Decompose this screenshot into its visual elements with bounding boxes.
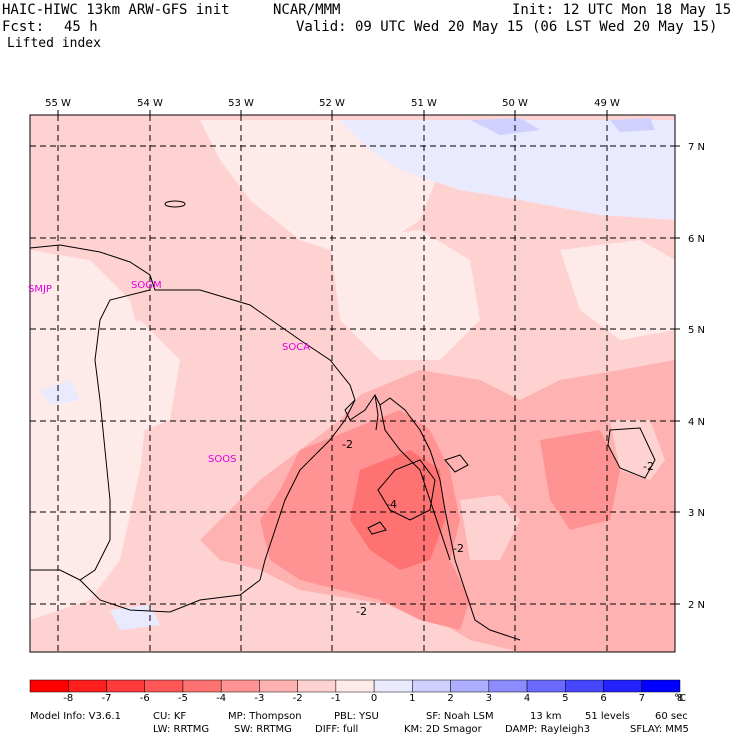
lat-label: 4 N — [688, 417, 705, 428]
lat-label: 3 N — [688, 508, 705, 519]
lon-label: 52 W — [319, 98, 345, 109]
valid-time: Valid: 09 UTC Wed 20 May 15 (06 LST Wed … — [296, 19, 718, 35]
colorbar-tick-label: -8 — [63, 693, 74, 704]
footer-surface: SF: Noah LSM — [426, 711, 494, 722]
longitude-labels: 55 W 54 W 53 W 52 W 51 W 50 W 49 W — [45, 98, 620, 109]
colorbar-tick-label: -5 — [177, 693, 188, 704]
lon-label: 50 W — [502, 98, 528, 109]
colorbar-swatch — [565, 679, 604, 693]
map-frame — [29, 114, 676, 653]
footer-cumulus: CU: KF — [153, 711, 187, 722]
init-time: Init: 12 UTC Mon 18 May 15 — [512, 2, 732, 18]
footer-km: KM: 2D Smagor — [404, 724, 482, 735]
shaded-field — [30, 115, 675, 652]
lat-label: 2 N — [688, 600, 705, 611]
colorbar-unit: °C — [674, 693, 686, 704]
colorbar-tick-label: 7 — [638, 693, 645, 704]
lon-label: 51 W — [411, 98, 437, 109]
colorbar-tick-label: -2 — [292, 693, 303, 704]
colorbar-swatch — [67, 679, 107, 693]
colorbar-swatch — [259, 679, 298, 693]
colorbar-swatch — [144, 679, 184, 693]
org-label: NCAR/MMM — [273, 2, 341, 18]
colorbar-tick-label: 1 — [409, 693, 416, 704]
lat-lon-grid — [30, 115, 675, 652]
forecast-hour: 45 h — [64, 19, 98, 35]
lat-label: 5 N — [688, 325, 705, 336]
footer-model-info: Model Info: V3.6.1 — [30, 711, 121, 722]
station-id: SMJP — [28, 284, 52, 295]
colorbar-tick-label: 2 — [447, 693, 454, 704]
axis-ticks — [57, 110, 680, 605]
contour-label: -2 — [643, 460, 654, 473]
station-labels: SMJP SOGM SOCA SOOS — [28, 280, 310, 465]
lon-label: 55 W — [45, 98, 71, 109]
colorbar-swatch — [373, 679, 413, 693]
colorbar-swatch — [29, 679, 69, 693]
colorbar-tick-label: -7 — [101, 693, 112, 704]
contour-label: -2 — [453, 542, 464, 555]
colorbar — [29, 679, 681, 693]
colorbar-swatch — [641, 679, 681, 693]
lat-label: 6 N — [688, 234, 705, 245]
footer-diffusion: DIFF: full — [315, 724, 359, 735]
station-id: SOCA — [282, 342, 310, 353]
colorbar-tick-label: 5 — [562, 693, 569, 704]
colorbar-swatch — [412, 679, 451, 693]
colorbar-tick-label: 8 — [676, 693, 684, 704]
lon-label: 53 W — [228, 98, 254, 109]
station-id: SOOS — [208, 454, 236, 465]
colorbar-tick-label: -4 — [216, 693, 227, 704]
latitude-labels: 7 N 6 N 5 N 4 N 3 N 2 N — [688, 142, 705, 611]
colorbar-tick-label: -3 — [254, 693, 265, 704]
lon-label: 54 W — [137, 98, 163, 109]
colorbar-swatch — [450, 679, 490, 693]
footer-pbl: PBL: YSU — [334, 711, 379, 722]
footer-damping: DAMP: Rayleigh3 — [505, 724, 591, 735]
footer-levels: 51 levels — [585, 711, 630, 722]
borders — [29, 244, 521, 641]
footer-timestep: 60 sec — [655, 711, 688, 722]
lat-label: 7 N — [688, 142, 705, 153]
footer-microphysics: MP: Thompson — [228, 711, 302, 722]
contour-label: -4 — [386, 498, 397, 511]
colorbar-swatch — [182, 679, 222, 693]
field-name: Lifted index — [7, 36, 101, 51]
colorbar-swatch — [603, 679, 643, 693]
footer-resolution: 13 km — [530, 711, 562, 722]
colorbar-swatch — [335, 679, 375, 693]
contour-label: -2 — [342, 438, 353, 451]
colorbar-tick-label: -6 — [139, 693, 150, 704]
colorbar-swatch — [297, 679, 337, 693]
colorbar-tick-label: 3 — [485, 693, 492, 704]
contour-labels: -2 -4 -2 -2 -2 — [342, 438, 654, 618]
contour-label: -2 — [356, 605, 367, 618]
colorbar-swatch — [526, 679, 566, 693]
colorbar-tick-label: 6 — [600, 693, 607, 704]
colorbar-swatch — [106, 679, 145, 693]
colorbar-swatch — [488, 679, 528, 693]
colorbar-swatch — [220, 679, 260, 693]
lon-label: 49 W — [594, 98, 620, 109]
colorbar-tick-label: -1 — [330, 693, 341, 704]
forecast-label: Fcst: — [2, 19, 45, 35]
station-id: SOGM — [131, 280, 162, 291]
colorbar-tick-label: 4 — [523, 693, 531, 704]
colorbar-tick-label: 0 — [370, 693, 378, 704]
footer-shortwave: SW: RRTMG — [234, 724, 292, 735]
footer-sflay: SFLAY: MM5 — [630, 724, 689, 735]
model-title: HAIC-HIWC 13km ARW-GFS init — [2, 2, 230, 18]
footer-longwave: LW: RRTMG — [153, 724, 210, 735]
